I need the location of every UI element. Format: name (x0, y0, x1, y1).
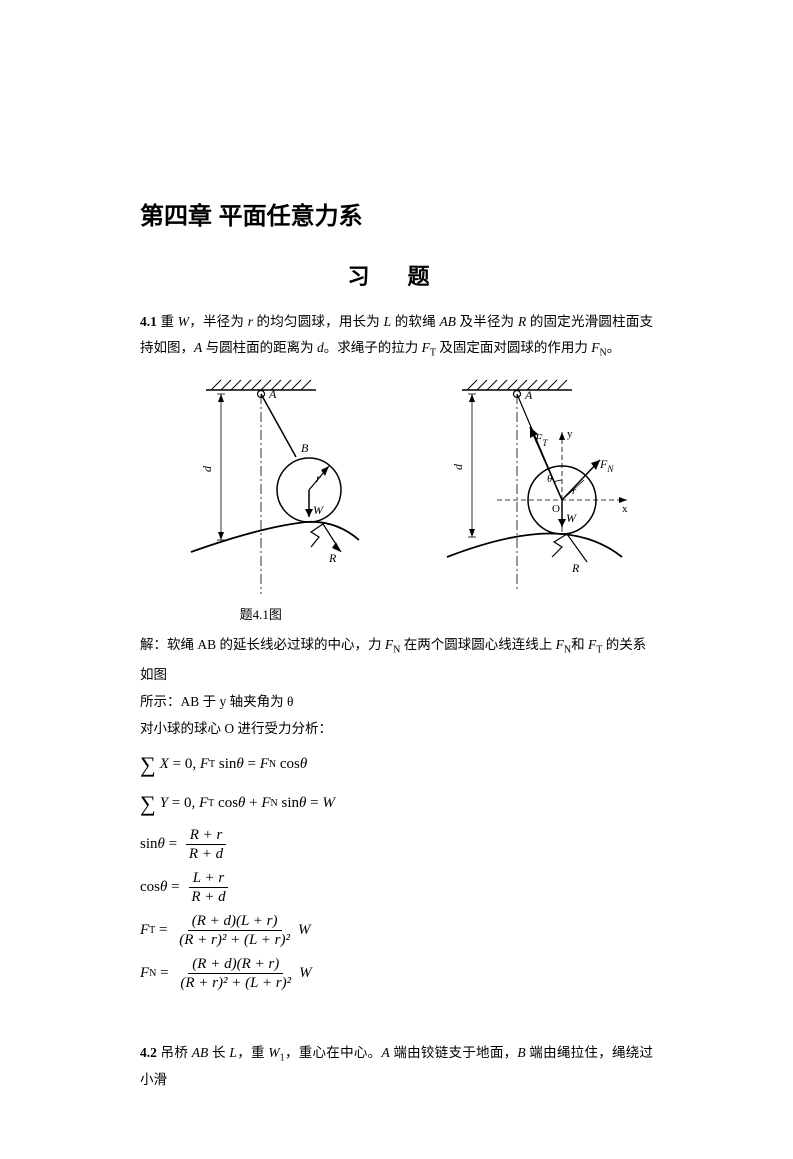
var: F (556, 637, 564, 652)
text: 和 (571, 637, 588, 652)
label-theta: θ (547, 473, 553, 485)
tail: W (298, 919, 311, 942)
text: 。求绳子的拉力 (324, 340, 422, 355)
sub-N: N (599, 347, 606, 358)
problem-4-1: 4.1 重 W，半径为 r 的均匀圆球，用长为 L 的软绳 AB 及半径为 R … (140, 309, 653, 362)
var-R: R (518, 314, 526, 329)
var-A: A (194, 340, 202, 355)
label-W2: W (566, 511, 577, 525)
equation-4: cosθ = L + r R + d (140, 869, 653, 906)
solution-line3: 对小球的球心 O 进行受力分析： (140, 715, 653, 742)
solution-block: 解：软绳 AB 的延长线必过球的中心，力 FN 在两个圆球圆心线连线上 FN和 … (140, 631, 653, 742)
section-title: 习 题 (140, 259, 653, 291)
fraction: L + r R + d (187, 869, 229, 906)
sum-icon: ∑ (140, 748, 156, 781)
figure-left-svg: A d B r (161, 372, 361, 602)
sum-icon: ∑ (140, 787, 156, 820)
problem-number: 4.2 (140, 1045, 157, 1060)
numerator: (R + d)(R + r) (188, 955, 283, 974)
label-A2: A (524, 388, 533, 402)
equation-6: FN = (R + d)(R + r) (R + r)² + (L + r)² … (140, 955, 653, 992)
figure-caption: 题4.1图 (161, 604, 361, 623)
label-B: B (301, 441, 309, 455)
denominator: R + d (187, 888, 229, 906)
figure-right-block: A d x y (402, 372, 632, 602)
equation-5: FT = (R + d)(L + r) (R + r)² + (L + r)² … (140, 912, 653, 949)
equation-1: ∑X = 0, FT sinθ = FN cosθ (140, 748, 653, 781)
text: 及半径为 (456, 314, 518, 329)
chapter-title: 第四章 平面任意力系 (140, 196, 653, 231)
var-AB: AB (439, 314, 456, 329)
text: 及固定面对圆球的作用力 (436, 340, 591, 355)
figure-left-block: A d B r (161, 372, 361, 623)
denominator: (R + r)² + (L + r)² (175, 931, 294, 949)
var-d: d (317, 340, 324, 355)
numerator: R + r (186, 826, 227, 845)
numerator: L + r (189, 869, 229, 888)
label-R2: R (571, 561, 580, 575)
problem-number: 4.1 (140, 314, 157, 329)
label-FN: FN (599, 457, 614, 474)
var-B: B (517, 1045, 525, 1060)
equation-2: ∑Y = 0, FT cosθ + FN sinθ = W (140, 787, 653, 820)
var-FT: F (422, 340, 430, 355)
text: 的均匀圆球，用长为 (253, 314, 384, 329)
text: 的软绳 (391, 314, 439, 329)
label-A: A (268, 387, 277, 401)
label-O: O (552, 503, 560, 515)
fraction: (R + d)(L + r) (R + r)² + (L + r)² (175, 912, 294, 949)
label-W: W (313, 503, 324, 517)
var-A: A (381, 1045, 389, 1060)
text: 在两个圆球圆心线连线上 (400, 637, 555, 652)
var: F (385, 637, 393, 652)
fraction: (R + d)(R + r) (R + r)² + (L + r)² (176, 955, 295, 992)
text: 重 (160, 314, 177, 329)
label-d2: d (451, 463, 465, 470)
text: 长 (208, 1045, 229, 1060)
text: ，重心在中心。 (285, 1045, 382, 1060)
denominator: R + d (185, 845, 227, 863)
text: 吊桥 (161, 1045, 192, 1060)
label-d: d (200, 465, 214, 472)
text: ，半径为 (189, 314, 248, 329)
page-content: 第四章 平面任意力系 习 题 4.1 重 W，半径为 r 的均匀圆球，用长为 L… (0, 0, 793, 1159)
var-W1: W (268, 1045, 279, 1060)
solution-line2: 所示：AB 于 y 轴夹角为 θ (140, 688, 653, 715)
var-L: L (384, 314, 392, 329)
text: 端由铰链支于地面， (390, 1045, 518, 1060)
denominator: (R + r)² + (L + r)² (176, 974, 295, 992)
fraction: R + r R + d (185, 826, 227, 863)
text: 。 (607, 340, 621, 355)
label-r: r (316, 471, 321, 485)
text: 解：软绳 AB 的延长线必过球的中心，力 (140, 637, 385, 652)
text: 与圆柱面的距离为 (202, 340, 317, 355)
var-AB: AB (192, 1045, 209, 1060)
var-L: L (229, 1045, 237, 1060)
figures-row: A d B r (140, 372, 653, 623)
tail: W (299, 962, 312, 985)
figure-right-svg: A d x y (402, 372, 632, 602)
label-R: R (328, 551, 337, 565)
var: F (588, 637, 596, 652)
var-W: W (178, 314, 189, 329)
numerator: (R + d)(L + r) (188, 912, 282, 931)
label-r2: r (572, 485, 577, 497)
label-y: y (567, 428, 573, 440)
problem-4-2: 4.2 吊桥 AB 长 L，重 W1，重心在中心。A 端由铰链支于地面，B 端由… (140, 1040, 653, 1093)
label-x: x (622, 503, 628, 515)
text: ，重 (237, 1045, 269, 1060)
solution-line1: 解：软绳 AB 的延长线必过球的中心，力 FN 在两个圆球圆心线连线上 FN和 … (140, 631, 653, 688)
equation-3: sinθ = R + r R + d (140, 826, 653, 863)
